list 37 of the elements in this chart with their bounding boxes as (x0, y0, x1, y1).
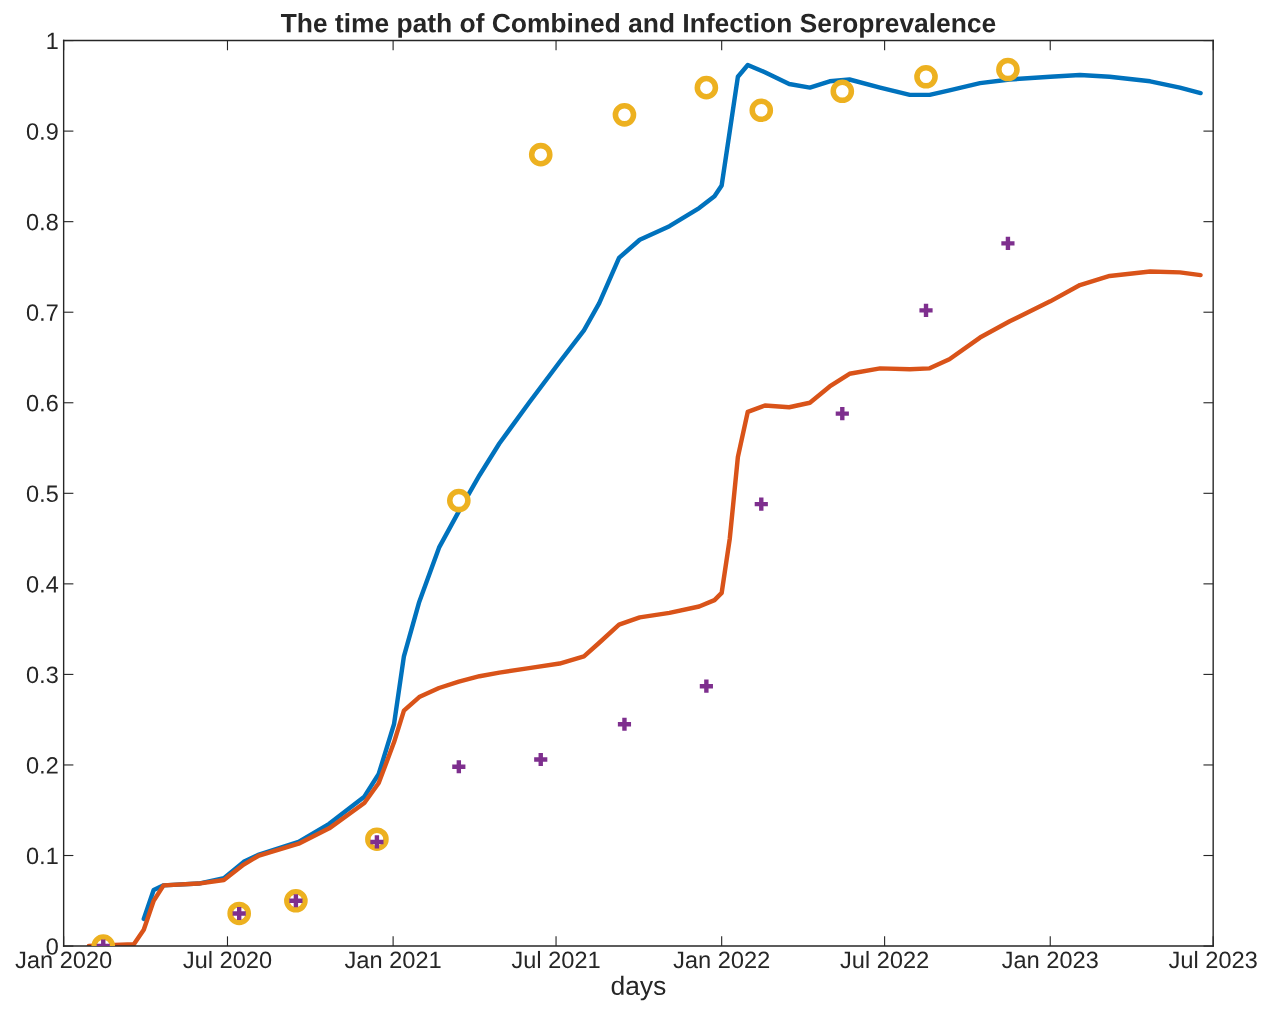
x-tick-label: Jan 2023 (1002, 951, 1098, 969)
x-tick-label: Jul 2020 (183, 950, 272, 969)
point (1001, 236, 1015, 250)
y-tick-label: 0.9 (26, 123, 58, 140)
point (914, 64, 938, 89)
line-series (141, 62, 1203, 922)
x-tick-label: Jan 2022 (673, 951, 770, 969)
y-tick-label: 0.7 (26, 304, 58, 321)
y-tick-label: 0.5 (26, 485, 58, 503)
point (612, 102, 637, 127)
point (452, 760, 466, 774)
y-tick-label: 1 (47, 32, 58, 50)
point (830, 79, 855, 104)
point (528, 142, 553, 167)
y-tick-label: 0.2 (26, 757, 58, 774)
y-tick-label: 0.3 (26, 666, 58, 684)
chart-title: The time path of Combined and Infection Seroprevalence (280, 13, 996, 38)
y-tick-label: 0.1 (26, 847, 58, 865)
point (754, 497, 768, 511)
x-tick-label: Jul 2023 (1168, 950, 1257, 969)
y-tick-label: 0.8 (26, 213, 58, 231)
y-tick-label: 0.4 (26, 575, 59, 593)
x-tick-label: Jan 2021 (344, 951, 441, 969)
point (919, 303, 933, 317)
point (694, 75, 719, 100)
x-tick-label: Jul 2021 (511, 950, 600, 969)
point (996, 57, 1020, 82)
point (617, 717, 632, 731)
x-axis-title: days (611, 975, 666, 1001)
x-tick-label: Jul 2022 (840, 950, 929, 969)
point (534, 752, 548, 767)
point (749, 98, 774, 123)
point (446, 488, 471, 513)
line-series (86, 269, 1203, 947)
point (835, 407, 849, 421)
y-tick-label: 0.6 (26, 394, 58, 412)
point (699, 679, 713, 693)
